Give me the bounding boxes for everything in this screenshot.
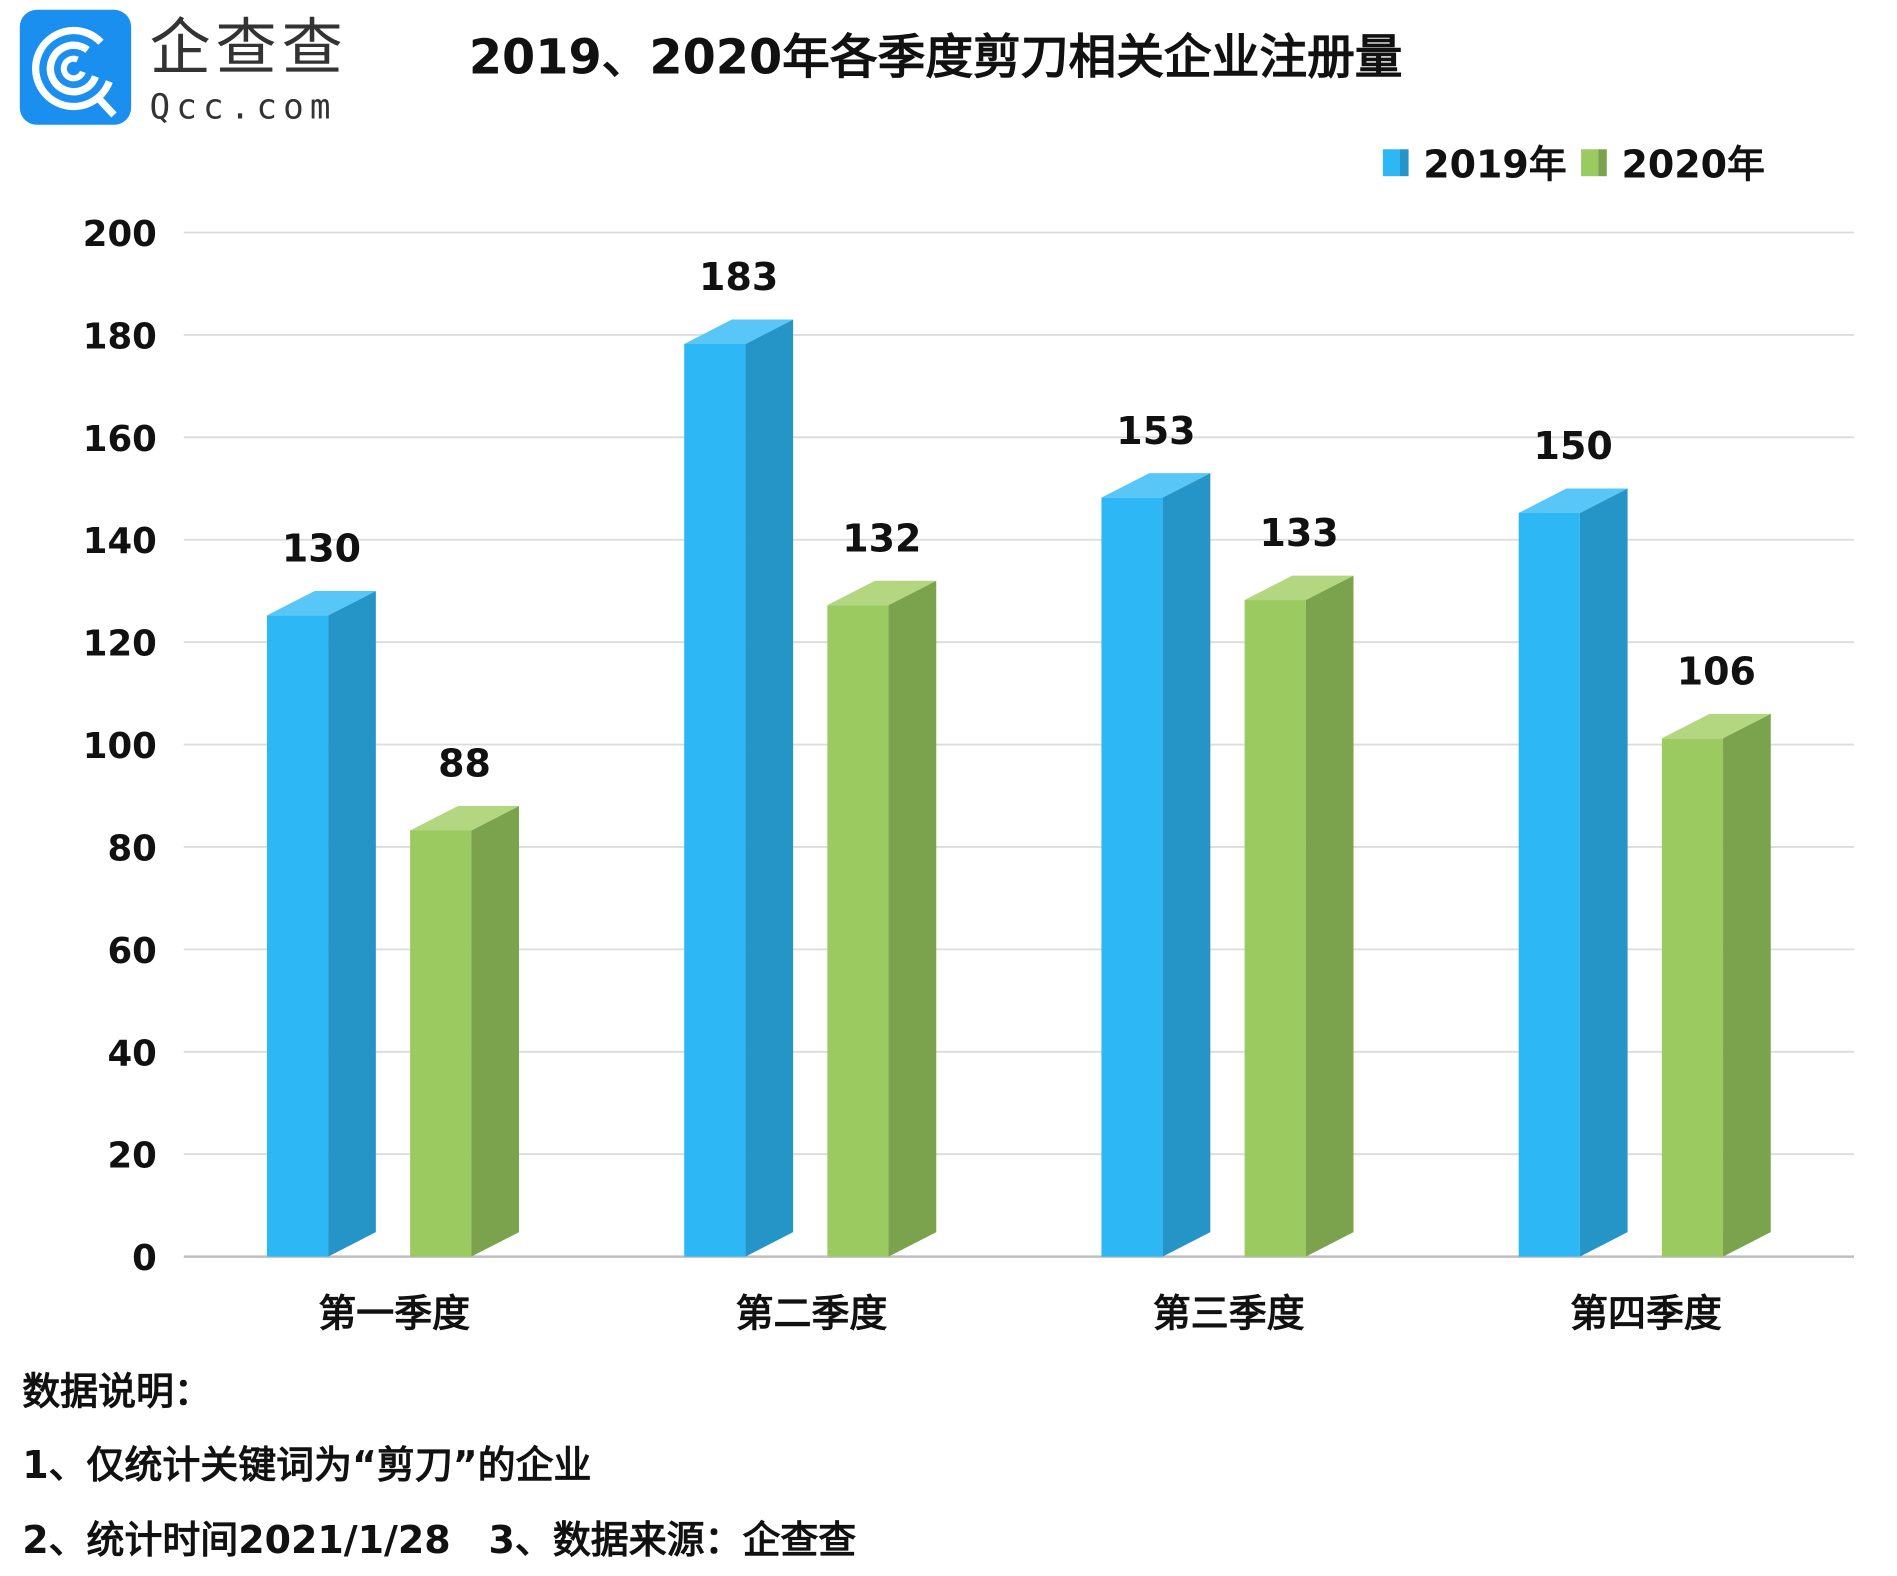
legend-swatch-side [1400, 149, 1409, 177]
bar-2019: 150 [1518, 424, 1628, 1257]
bar-front [1518, 512, 1580, 1257]
data-label: 183 [699, 255, 778, 299]
legend-label: 2019年 [1423, 142, 1566, 186]
notes-heading: 数据说明： [22, 1370, 212, 1414]
bars: 130 88 183 132 153 133 150 106 [266, 255, 1771, 1257]
bar-2020: 132 [827, 516, 937, 1257]
x-tick-label: 第三季度 [1153, 1291, 1305, 1335]
y-tick-label: 0 [132, 1238, 157, 1279]
bar-top [684, 319, 794, 345]
legend-swatch [1382, 149, 1401, 177]
y-tick-label: 200 [83, 214, 157, 255]
bar-side [1723, 713, 1771, 1257]
y-tick-label: 20 [107, 1136, 156, 1177]
data-label: 133 [1259, 511, 1338, 555]
bar-front [266, 615, 329, 1257]
notes-line-1: 1、仅统计关键词为“剪刀”的企业 [22, 1443, 591, 1487]
y-tick-label: 80 [107, 828, 156, 869]
bar-front [1661, 738, 1724, 1257]
legend-swatch [1581, 149, 1599, 177]
bar-2019: 130 [266, 527, 376, 1257]
legend: 2019年 2020年 [1382, 142, 1765, 186]
bar-front [410, 830, 472, 1257]
bar-top [1518, 488, 1628, 513]
bar-side [1579, 488, 1628, 1257]
x-tick-label: 第二季度 [736, 1291, 888, 1335]
logo-brand-cn: 企查查 [149, 13, 347, 84]
y-tick-label: 160 [83, 419, 157, 460]
logo: 企查查 Qcc.com [19, 9, 347, 128]
bar-side [888, 580, 937, 1257]
bar-top [1244, 575, 1354, 601]
y-tick-label: 60 [107, 931, 156, 972]
bar-side [745, 319, 794, 1257]
bar-top [410, 806, 520, 831]
logo-brand-en: Qcc.com [149, 88, 336, 128]
bar-2019: 183 [684, 255, 794, 1257]
y-tick-label: 40 [107, 1033, 156, 1074]
bar-side [1305, 575, 1354, 1257]
bar-2020: 133 [1244, 511, 1354, 1257]
x-tick-label: 第一季度 [318, 1291, 470, 1335]
bar-2020: 88 [410, 742, 520, 1257]
y-tick-label: 140 [83, 521, 157, 562]
data-label: 132 [842, 516, 921, 560]
bar-top [827, 580, 937, 606]
bar-top [266, 590, 376, 616]
bar-side [471, 806, 520, 1257]
bar-2019: 153 [1101, 409, 1211, 1257]
legend-label: 2020年 [1621, 142, 1764, 186]
data-label: 106 [1677, 649, 1756, 693]
data-label: 130 [282, 527, 361, 571]
y-tick-label: 180 [83, 316, 157, 357]
bar-top [1101, 473, 1211, 498]
bar-top [1661, 713, 1771, 739]
x-tick-label: 第四季度 [1570, 1291, 1722, 1335]
chart-title: 2019、2020年各季度剪刀相关企业注册量 [469, 30, 1403, 85]
x-axis-labels: 第一季度 第二季度 第三季度 第四季度 [318, 1291, 1722, 1335]
notes-line-2: 2、统计时间2021/1/28 3、数据来源：企查查 [22, 1518, 856, 1562]
bar-front [1101, 497, 1163, 1257]
data-label: 150 [1534, 424, 1613, 468]
bar-front [684, 344, 746, 1257]
bar-side [1162, 473, 1211, 1257]
y-tick-label: 120 [83, 624, 157, 665]
data-label: 88 [438, 742, 491, 786]
legend-swatch-side [1598, 149, 1607, 177]
y-tick-label: 100 [83, 726, 157, 767]
bar-front [1244, 600, 1306, 1257]
bar-front [827, 605, 889, 1257]
data-label: 153 [1116, 409, 1195, 453]
bar-2020: 106 [1661, 649, 1771, 1257]
bar-side [328, 590, 376, 1257]
